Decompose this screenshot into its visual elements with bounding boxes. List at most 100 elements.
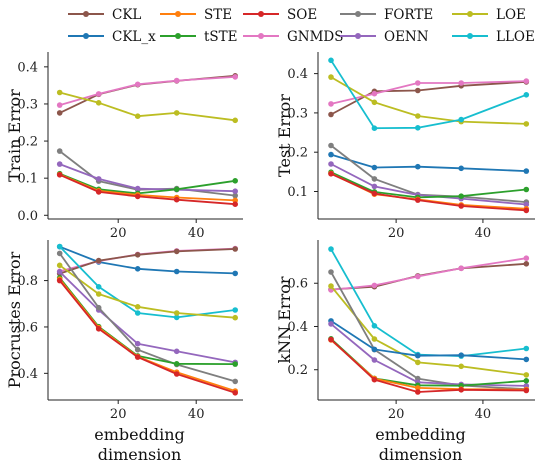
y-axis-title: Procrustes Error	[5, 251, 24, 388]
data-point	[523, 356, 530, 363]
data-point	[95, 100, 102, 106]
x-axis-title: embedding	[94, 425, 185, 444]
legend-marker	[258, 11, 264, 17]
data-point	[523, 92, 530, 98]
data-point	[523, 255, 530, 261]
legend-marker	[175, 11, 181, 17]
data-point	[523, 345, 530, 352]
series-line	[330, 144, 527, 203]
y-tick-label: 0.3	[17, 97, 38, 112]
series-soe	[56, 277, 238, 396]
series-line	[59, 74, 236, 114]
data-point	[458, 193, 465, 199]
y-tick-label: 0.2	[287, 146, 308, 161]
series-ste	[328, 170, 530, 212]
legend-label: OENN	[384, 29, 429, 45]
legend: CKL CKL_x STE tSTE SOE GNMDS FORTE OENN LOE LLOE	[68, 7, 535, 45]
legend-entry-ckl: CKL	[68, 7, 141, 23]
series-line	[330, 171, 527, 199]
data-point	[173, 371, 180, 377]
data-point	[415, 125, 421, 131]
data-point	[134, 354, 141, 360]
data-point	[523, 121, 530, 127]
y-axis-title: kNN Error	[275, 276, 294, 363]
legend-entry-forte: FORTE	[340, 7, 433, 23]
data-point	[95, 291, 102, 297]
data-point	[56, 110, 63, 116]
data-point	[328, 101, 334, 107]
legend-label: CKL	[112, 7, 141, 23]
series-loe	[328, 283, 530, 378]
panel-train-error: 0.0 0.1 0.2 0.3 0.4 20 40 Train Error	[5, 52, 243, 241]
data-point	[328, 111, 334, 118]
data-point	[173, 77, 180, 84]
legend-label: LOE	[496, 7, 526, 23]
data-point	[523, 201, 530, 208]
data-point	[56, 277, 63, 284]
series-ckl	[56, 73, 238, 116]
data-point	[458, 116, 465, 123]
series-ckl_x	[328, 318, 530, 363]
data-point	[173, 268, 180, 275]
data-point	[523, 261, 530, 267]
data-point	[415, 352, 421, 359]
data-point	[415, 163, 421, 170]
data-point	[134, 81, 141, 88]
data-point	[56, 243, 63, 250]
data-point	[134, 193, 141, 200]
legend-label: GNMDS	[287, 29, 344, 45]
data-point	[134, 304, 141, 310]
x-tick-label: 40	[188, 407, 205, 422]
data-point	[371, 183, 378, 190]
x-tick-label: 40	[188, 226, 205, 241]
data-point	[371, 99, 378, 106]
x-tick-label: 20	[110, 226, 127, 241]
data-point	[232, 361, 238, 367]
series-ckl_x	[328, 151, 530, 174]
data-point	[328, 321, 334, 327]
data-point	[95, 176, 102, 182]
series-soe	[328, 336, 530, 395]
data-point	[232, 74, 238, 80]
y-tick-label: 0.4	[17, 367, 38, 382]
series-line	[330, 262, 527, 291]
data-point	[458, 165, 465, 172]
data-point	[328, 336, 334, 343]
data-point	[328, 171, 334, 177]
data-point	[328, 142, 334, 149]
data-point	[173, 310, 180, 316]
data-point	[56, 262, 63, 269]
data-point	[415, 113, 421, 119]
series-gnmds	[56, 74, 238, 108]
y-tick-label: 0.2	[287, 363, 308, 378]
series-line	[59, 247, 236, 273]
legend-label: LLOE	[496, 29, 535, 45]
data-point	[232, 314, 238, 321]
data-point	[56, 250, 63, 257]
legend-marker	[467, 33, 473, 39]
data-point	[523, 78, 530, 84]
data-point	[371, 282, 378, 289]
data-point	[232, 390, 238, 396]
x-tick-label: 20	[110, 407, 127, 422]
series-line	[330, 338, 527, 387]
y-tick-label: 0.4	[287, 67, 308, 82]
data-point	[458, 352, 465, 359]
data-point	[371, 164, 378, 171]
data-point	[56, 89, 63, 96]
legend-marker	[467, 11, 473, 17]
data-point	[232, 117, 238, 124]
data-point	[328, 74, 334, 80]
legend-entry-gnmds: GNMDS	[243, 29, 344, 45]
data-point	[95, 284, 102, 290]
data-point	[134, 266, 141, 272]
data-point	[173, 348, 180, 355]
data-point	[232, 246, 238, 252]
series-loe	[56, 262, 238, 321]
data-point	[415, 80, 421, 86]
data-point	[523, 186, 530, 193]
data-point	[328, 151, 334, 158]
data-point	[173, 314, 180, 321]
